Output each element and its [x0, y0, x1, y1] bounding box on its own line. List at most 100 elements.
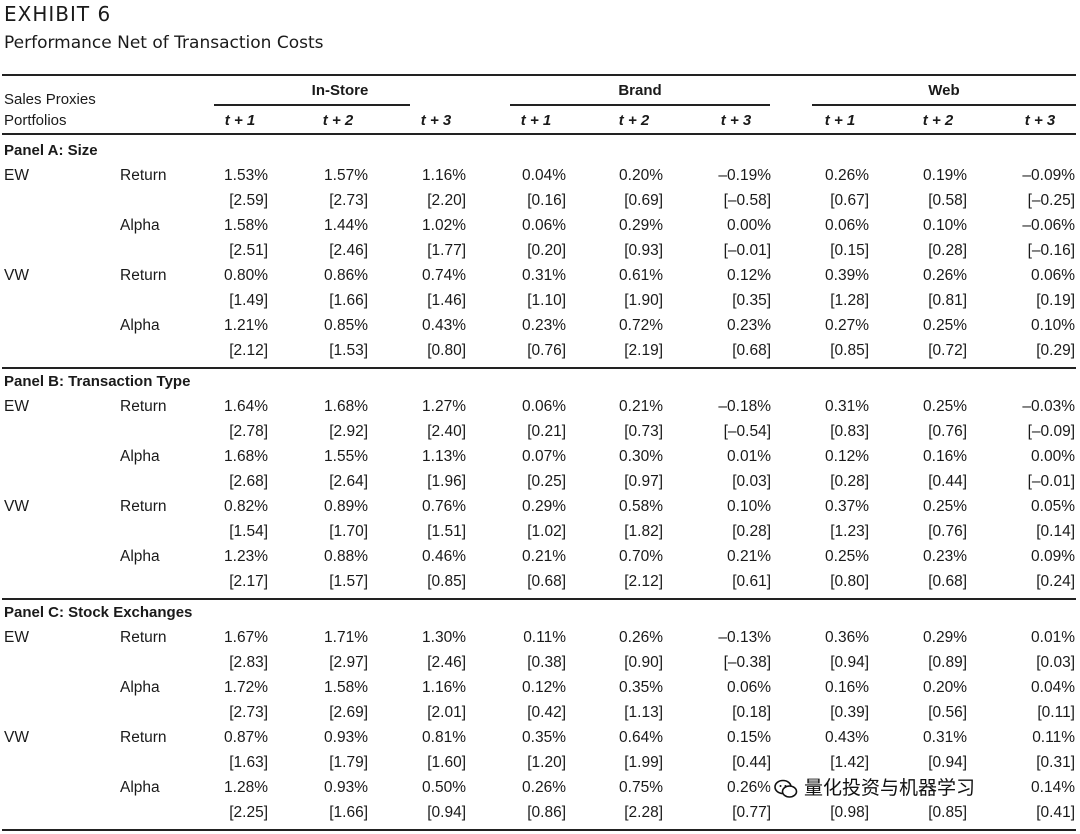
portfolio-weight-label: EW [4, 398, 29, 415]
table-cell: [0.72] [928, 342, 967, 359]
table-cell: [2.20] [427, 192, 466, 209]
top-rule [2, 74, 1076, 76]
table-cell: [1.79] [329, 754, 368, 771]
measure-label: Alpha [120, 317, 160, 334]
table-cell: [1.53] [329, 342, 368, 359]
table-cell: 0.06% [825, 217, 869, 234]
wechat-icon [774, 779, 798, 798]
table-cell: [0.94] [427, 804, 466, 821]
measure-label: Alpha [120, 548, 160, 565]
table-cell: [0.35] [732, 292, 771, 309]
table-cell: [0.85] [830, 342, 869, 359]
table-cell: [0.16] [527, 192, 566, 209]
table-cell: 0.35% [522, 729, 566, 746]
table-cell: 1.57% [324, 167, 368, 184]
table-cell: 0.20% [923, 679, 967, 696]
table-cell: 0.23% [923, 548, 967, 565]
table-cell: 1.16% [422, 167, 466, 184]
table-cell: [0.67] [830, 192, 869, 209]
table-cell: [2.69] [329, 704, 368, 721]
table-cell: 0.35% [619, 679, 663, 696]
table-cell: [0.85] [928, 804, 967, 821]
table-cell: [2.51] [229, 242, 268, 259]
table-cell: 0.89% [324, 498, 368, 515]
period-header: t + 1 [824, 112, 856, 129]
group-header-1: Brand [618, 82, 662, 99]
table-cell: [0.97] [624, 473, 663, 490]
table-cell: 0.36% [825, 629, 869, 646]
table-cell: 0.06% [522, 217, 566, 234]
table-cell: [0.83] [830, 423, 869, 440]
table-cell: 1.58% [224, 217, 268, 234]
table-cell: [2.92] [329, 423, 368, 440]
table-cell: 0.27% [825, 317, 869, 334]
table-cell: [2.68] [229, 473, 268, 490]
table-cell: [0.14] [1036, 523, 1075, 540]
table-cell: 0.15% [727, 729, 771, 746]
table-cell: [2.01] [427, 704, 466, 721]
table-cell: 0.70% [619, 548, 663, 565]
table-cell: [1.23] [830, 523, 869, 540]
table-cell: 0.31% [923, 729, 967, 746]
table-cell: 0.06% [727, 679, 771, 696]
measure-label: Return [120, 498, 167, 515]
table-cell: 1.21% [224, 317, 268, 334]
table-cell: [1.46] [427, 292, 466, 309]
table-cell: 0.31% [522, 267, 566, 284]
table-cell: [0.61] [732, 573, 771, 590]
table-cell: 1.27% [422, 398, 466, 415]
period-header: t + 3 [720, 112, 752, 129]
table-cell: [0.89] [928, 654, 967, 671]
panel-title: Panel B: Transaction Type [4, 373, 191, 390]
portfolio-weight-label: VW [4, 498, 29, 515]
table-cell: –0.09% [1022, 167, 1075, 184]
table-cell: 0.00% [1031, 448, 1075, 465]
header-rule [2, 133, 1076, 135]
table-cell: 1.53% [224, 167, 268, 184]
table-cell: 1.44% [324, 217, 368, 234]
table-cell: [1.90] [624, 292, 663, 309]
measure-label: Return [120, 267, 167, 284]
table-cell: 0.12% [825, 448, 869, 465]
table-cell: 1.68% [324, 398, 368, 415]
table-cell: [0.68] [732, 342, 771, 359]
table-cell: [1.49] [229, 292, 268, 309]
table-cell: [2.17] [229, 573, 268, 590]
table-cell: [0.76] [928, 423, 967, 440]
table-cell: [0.90] [624, 654, 663, 671]
table-cell: 0.05% [1031, 498, 1075, 515]
table-cell: 0.06% [522, 398, 566, 415]
table-cell: 0.80% [224, 267, 268, 284]
table-cell: 0.46% [422, 548, 466, 565]
table-cell: 0.75% [619, 779, 663, 796]
table-cell: –0.19% [718, 167, 771, 184]
table-cell: 0.00% [727, 217, 771, 234]
table-cell: [1.02] [527, 523, 566, 540]
table-cell: [2.28] [624, 804, 663, 821]
table-cell: 0.19% [923, 167, 967, 184]
period-header: t + 3 [1024, 112, 1056, 129]
table-cell: [0.94] [928, 754, 967, 771]
table-cell: 0.25% [923, 317, 967, 334]
table-cell: 0.01% [1031, 629, 1075, 646]
table-cell: [1.42] [830, 754, 869, 771]
table-cell: [0.41] [1036, 804, 1075, 821]
period-header: t + 1 [224, 112, 256, 129]
table-cell: 0.29% [923, 629, 967, 646]
table-cell: [–0.16] [1027, 242, 1075, 259]
portfolio-weight-label: VW [4, 267, 29, 284]
table-cell: 0.26% [727, 779, 771, 796]
table-cell: [0.38] [527, 654, 566, 671]
table-cell: [1.51] [427, 523, 466, 540]
table-cell: [1.57] [329, 573, 368, 590]
table-cell: –0.18% [718, 398, 771, 415]
table-cell: [0.44] [928, 473, 967, 490]
table-cell: [1.82] [624, 523, 663, 540]
table-cell: 0.25% [825, 548, 869, 565]
table-cell: 0.23% [727, 317, 771, 334]
table-cell: [0.42] [527, 704, 566, 721]
period-header: t + 3 [420, 112, 452, 129]
exhibit-subtitle: Performance Net of Transaction Costs [4, 33, 324, 53]
table-cell: 0.81% [422, 729, 466, 746]
web-underline [812, 104, 1076, 106]
